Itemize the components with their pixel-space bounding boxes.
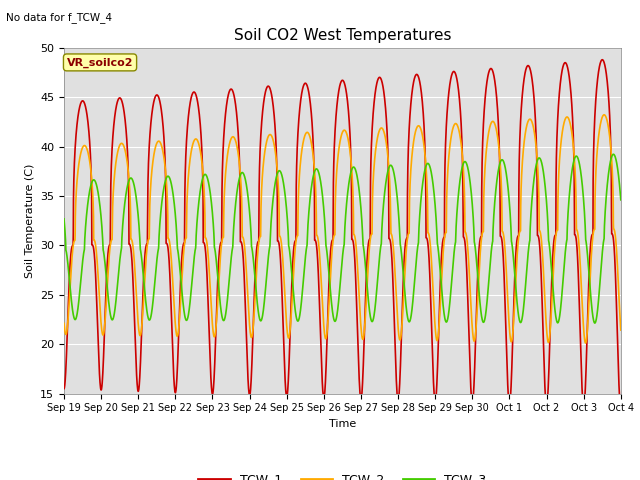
Text: No data for f_TCW_4: No data for f_TCW_4	[6, 12, 113, 23]
Legend: TCW_1, TCW_2, TCW_3: TCW_1, TCW_2, TCW_3	[193, 468, 492, 480]
Y-axis label: Soil Temperature (C): Soil Temperature (C)	[24, 164, 35, 278]
Title: Soil CO2 West Temperatures: Soil CO2 West Temperatures	[234, 28, 451, 43]
X-axis label: Time: Time	[329, 419, 356, 429]
Text: VR_soilco2: VR_soilco2	[67, 57, 133, 68]
